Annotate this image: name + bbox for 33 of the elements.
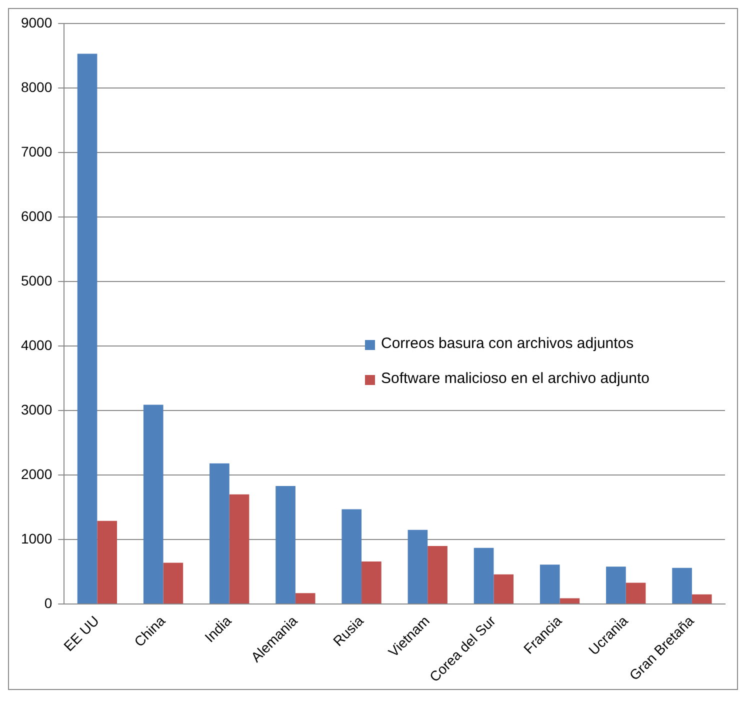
y-tick-label: 9000 — [20, 14, 52, 30]
x-tick-label: EE UU — [60, 612, 102, 654]
bar — [428, 546, 448, 604]
bar — [229, 494, 250, 604]
bar — [672, 568, 692, 604]
bar — [362, 561, 382, 604]
bar — [143, 404, 164, 604]
y-tick-label: 0 — [44, 594, 52, 611]
y-tick-label: 3000 — [20, 401, 52, 418]
bar — [97, 520, 118, 604]
bar — [606, 566, 626, 604]
bar — [163, 562, 184, 604]
y-tick-label: 1000 — [20, 530, 52, 546]
legend-label: Software malicioso en el archivo adjunto — [381, 370, 650, 387]
bar — [494, 574, 514, 604]
bar — [560, 598, 580, 604]
bar — [210, 463, 230, 604]
bar — [626, 582, 646, 604]
y-tick-label: 5000 — [20, 272, 52, 288]
bar — [77, 54, 98, 604]
y-tick-label: 7000 — [20, 143, 52, 160]
bar — [295, 593, 316, 604]
bar — [276, 486, 296, 604]
y-tick-label: 4000 — [20, 336, 52, 353]
y-tick-label: 2000 — [20, 466, 52, 482]
bar — [474, 548, 494, 604]
legend-label: Correos basura con archivos adjuntos — [381, 335, 634, 352]
bar — [692, 594, 712, 604]
y-tick-label: 6000 — [20, 208, 52, 224]
bar — [408, 530, 428, 604]
y-tick-label: 8000 — [20, 78, 52, 95]
bar — [342, 509, 362, 604]
bar — [540, 564, 560, 604]
